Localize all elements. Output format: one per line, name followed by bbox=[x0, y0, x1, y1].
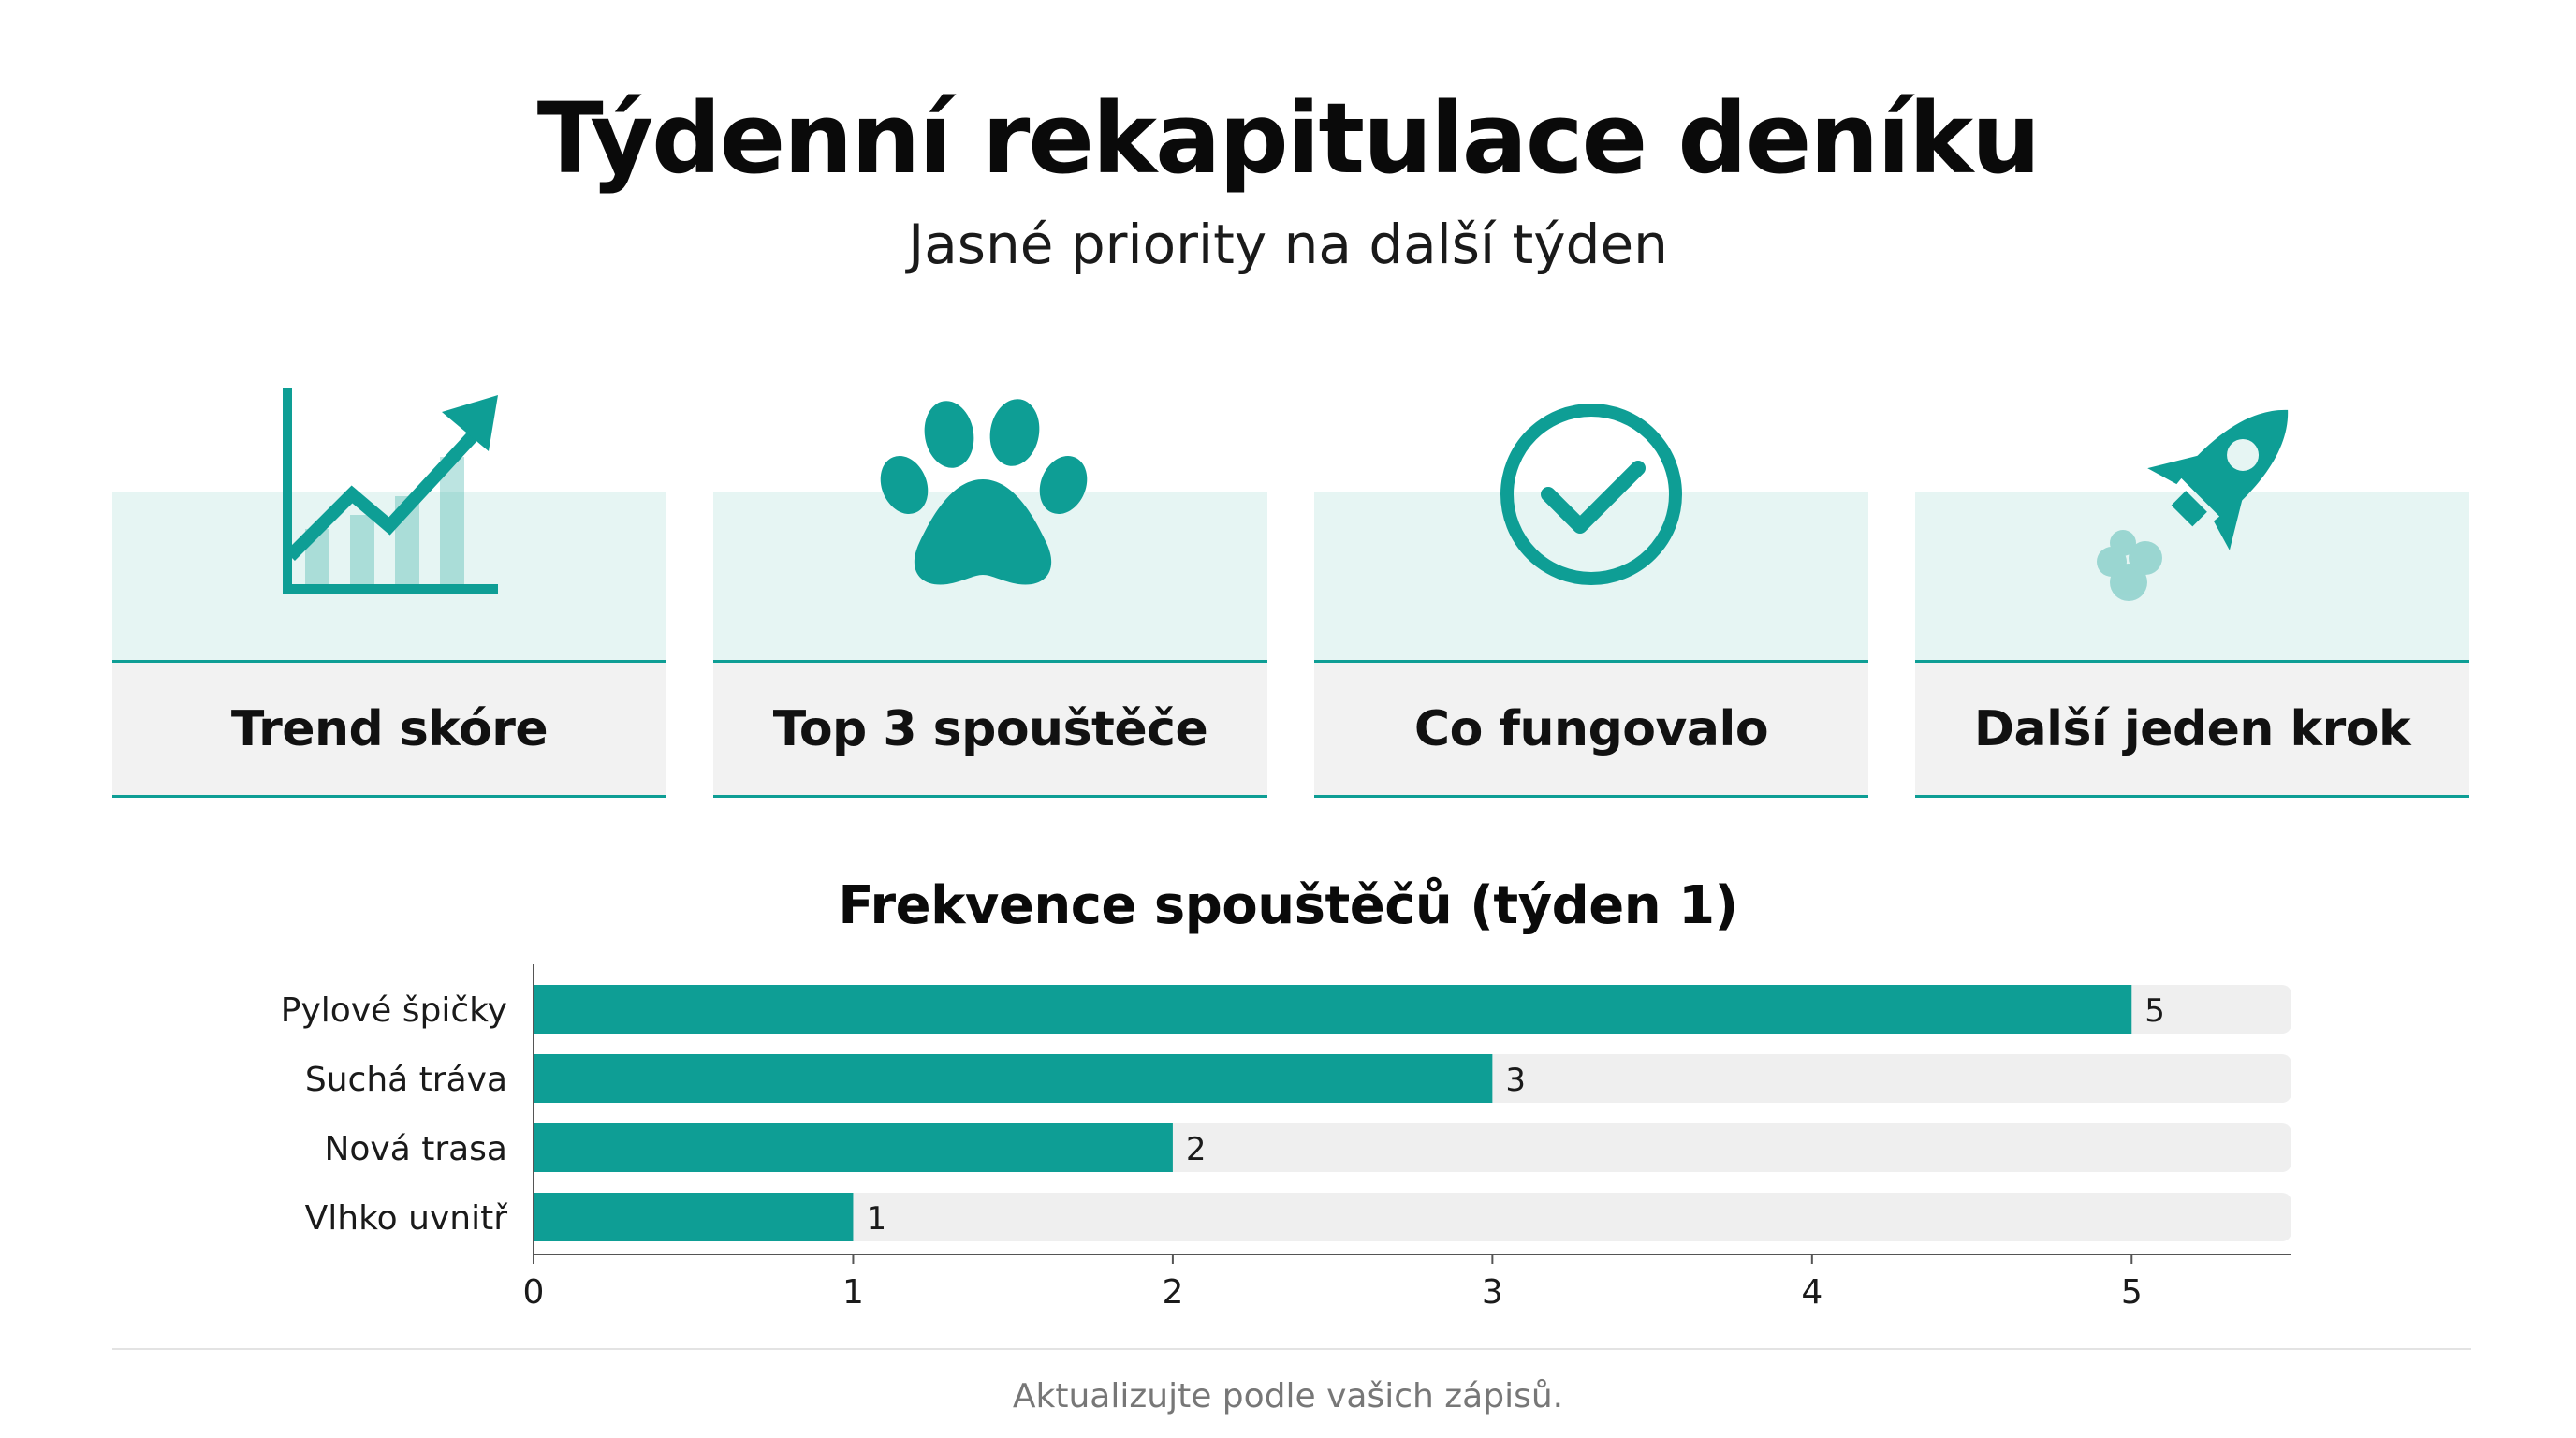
bar bbox=[534, 1193, 854, 1241]
card-bottom-panel bbox=[112, 663, 666, 796]
category-label: Vlhko uvnitř bbox=[305, 1199, 509, 1238]
trigger-frequency-chart: Pylové špičky 5 Suchá tráva 3 Nová trasa 2 Vlh… bbox=[281, 964, 2291, 1312]
data-label: 3 bbox=[1505, 1062, 1526, 1099]
card-divider bbox=[112, 660, 666, 663]
card-bottom-rule bbox=[1915, 795, 2469, 798]
card-label-triggers: Top 3 spouštěče bbox=[772, 701, 1208, 757]
bar bbox=[534, 1123, 1173, 1172]
card-label-trend: Trend skóre bbox=[230, 701, 549, 757]
card-divider bbox=[1915, 660, 2469, 663]
footer-note: Aktualizujte podle vašich zápisů. bbox=[1012, 1377, 1564, 1416]
card-bottom-rule bbox=[713, 795, 1267, 798]
x-tick-label: 0 bbox=[523, 1273, 545, 1312]
x-tick-label: 1 bbox=[842, 1273, 864, 1312]
category-label: Nová trasa bbox=[324, 1130, 507, 1168]
x-tick-label: 3 bbox=[1482, 1273, 1503, 1312]
card-bottom-rule bbox=[112, 795, 666, 798]
x-tick-label: 4 bbox=[1801, 1273, 1822, 1312]
card-what-worked: Co fungovalo bbox=[1314, 374, 1868, 805]
trend-chart-icon bbox=[283, 388, 498, 594]
card-bottom-panel bbox=[1314, 663, 1868, 796]
summary-cards: Trend skóre Top 3 spouštěče Co fungovalo bbox=[112, 374, 2471, 805]
rocket-icon bbox=[2097, 409, 2289, 601]
category-label: Pylové špičky bbox=[281, 991, 507, 1030]
chart-title: Frekvence spouštěčů (týden 1) bbox=[838, 875, 1738, 936]
card-bottom-panel bbox=[713, 663, 1267, 796]
bar bbox=[534, 1054, 1493, 1103]
card-trend: Trend skóre bbox=[112, 374, 666, 805]
card-triggers: Top 3 spouštěče bbox=[713, 374, 1267, 805]
bar-track bbox=[534, 1193, 2291, 1241]
footer-divider bbox=[112, 1348, 2471, 1350]
data-label: 5 bbox=[2144, 992, 2165, 1030]
card-divider bbox=[1314, 660, 1868, 663]
bar bbox=[534, 985, 2132, 1034]
card-next-step: Další jeden krok bbox=[1915, 374, 2469, 805]
card-label-what-worked: Co fungovalo bbox=[1413, 701, 1769, 757]
paw-icon bbox=[880, 399, 1088, 585]
card-label-next-step: Další jeden krok bbox=[1973, 701, 2411, 757]
card-divider bbox=[713, 660, 1267, 663]
page-title: Týdenní rekapitulace deníku bbox=[536, 81, 2041, 196]
data-label: 1 bbox=[866, 1200, 886, 1238]
card-bottom-rule bbox=[1314, 795, 1868, 798]
category-label: Suchá tráva bbox=[305, 1061, 507, 1099]
x-tick-label: 5 bbox=[2121, 1273, 2143, 1312]
data-label: 2 bbox=[1186, 1131, 1207, 1168]
check-circle-icon bbox=[1500, 404, 1682, 585]
x-tick-label: 2 bbox=[1162, 1273, 1183, 1312]
card-bottom-panel bbox=[1915, 663, 2469, 796]
page-subtitle: Jasné priority na další týden bbox=[908, 213, 1668, 276]
